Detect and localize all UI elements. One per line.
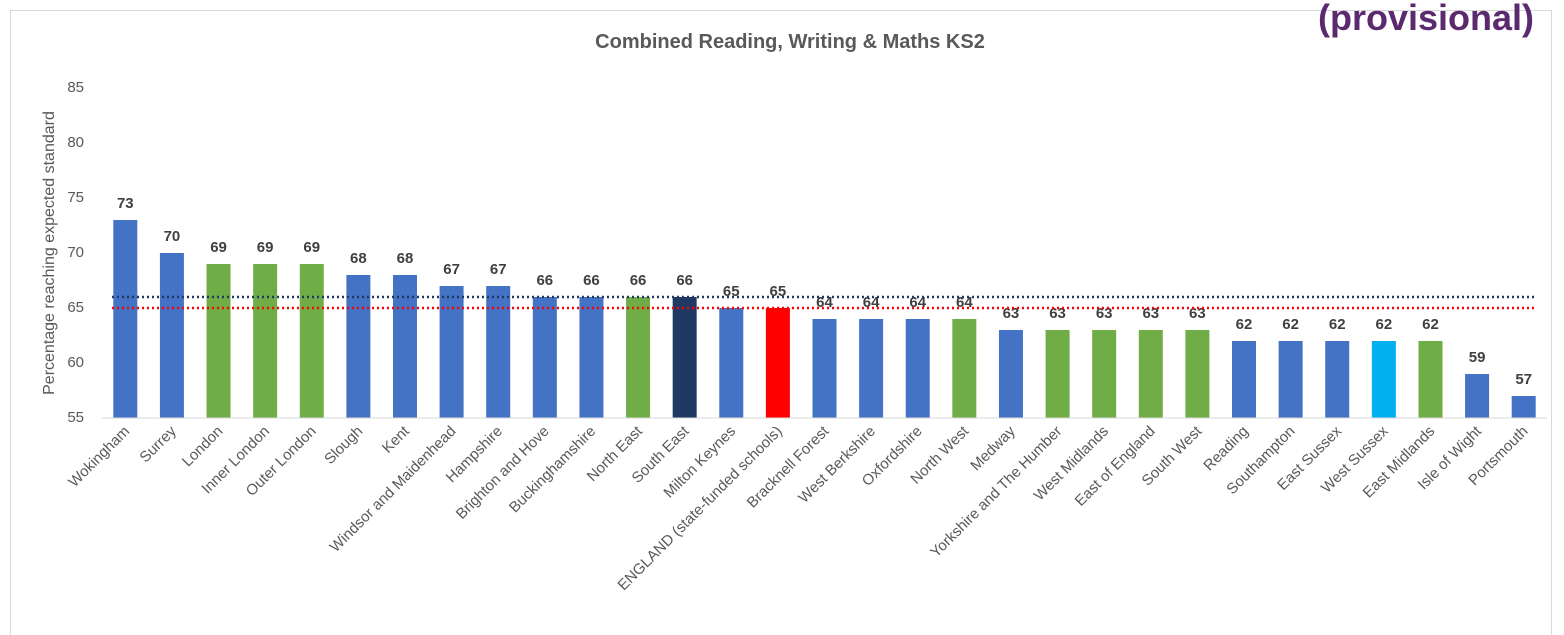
y-tick-label: 70	[67, 244, 84, 261]
data-label: 57	[1515, 371, 1532, 388]
bar	[859, 319, 884, 418]
bar	[253, 264, 278, 418]
bar	[1185, 330, 1210, 418]
chart-frame	[10, 10, 1552, 635]
data-label: 64	[816, 294, 833, 311]
y-axis-label: Percentage reaching expected standard	[41, 111, 58, 395]
bar	[113, 220, 138, 418]
y-tick-label: 80	[67, 134, 84, 151]
data-label: 66	[676, 272, 693, 289]
data-label: 66	[583, 272, 600, 289]
bar	[998, 330, 1023, 418]
bar	[439, 286, 464, 418]
data-label: 62	[1329, 316, 1346, 333]
data-label: 67	[490, 261, 507, 278]
bar	[1325, 341, 1350, 418]
bar	[299, 264, 324, 418]
bar	[905, 319, 930, 418]
bar	[1045, 330, 1070, 418]
bar	[1278, 341, 1303, 418]
bar	[626, 297, 651, 418]
bar	[1138, 330, 1163, 418]
data-label: 73	[117, 195, 134, 212]
y-tick-label: 55	[67, 409, 84, 426]
data-label: 63	[1003, 305, 1020, 322]
data-label: 68	[397, 250, 414, 267]
corner-note: (provisional)	[1318, 0, 1534, 38]
x-tick-label: Bracknell Forest	[744, 422, 833, 511]
bar	[1465, 374, 1490, 418]
x-tick-label: Kent	[379, 422, 413, 456]
x-tick-label: Slough	[321, 423, 366, 468]
y-tick-label: 85	[67, 79, 84, 96]
bar	[672, 297, 697, 418]
data-label: 62	[1282, 316, 1299, 333]
bar	[392, 275, 417, 418]
bar	[1092, 330, 1117, 418]
bar	[812, 319, 837, 418]
bar	[1371, 341, 1396, 418]
data-label: 64	[956, 294, 973, 311]
bar	[159, 253, 184, 418]
bar	[579, 297, 604, 418]
bar	[719, 308, 744, 418]
y-tick-label: 65	[67, 299, 84, 316]
data-label: 62	[1236, 316, 1253, 333]
data-label: 68	[350, 250, 367, 267]
bar	[1418, 341, 1443, 418]
data-label: 62	[1376, 316, 1393, 333]
data-label: 66	[536, 272, 553, 289]
data-label: 62	[1422, 316, 1439, 333]
data-label: 70	[164, 228, 181, 245]
bar	[952, 319, 977, 418]
data-label: 59	[1469, 349, 1486, 366]
bar	[486, 286, 511, 418]
data-label: 69	[303, 239, 320, 256]
x-tick-label: Buckinghamshire	[506, 423, 599, 516]
data-label: 67	[443, 261, 460, 278]
data-label: 69	[210, 239, 227, 256]
bar	[206, 264, 231, 418]
x-tick-label: East of England	[1072, 423, 1159, 510]
x-tick-label: Wokingham	[65, 423, 133, 491]
data-label: 66	[630, 272, 647, 289]
data-label: 63	[1142, 305, 1159, 322]
y-tick-label: 75	[67, 189, 84, 206]
x-tick-label: Surrey	[136, 422, 180, 466]
data-label: 69	[257, 239, 274, 256]
bar	[1232, 341, 1257, 418]
bar	[765, 308, 790, 418]
bar	[346, 275, 371, 418]
bar	[1511, 396, 1536, 418]
x-tick-label: London	[179, 423, 226, 470]
bar	[532, 297, 557, 418]
y-tick-label: 60	[67, 354, 84, 371]
chart-title: Combined Reading, Writing & Maths KS2	[595, 31, 985, 53]
